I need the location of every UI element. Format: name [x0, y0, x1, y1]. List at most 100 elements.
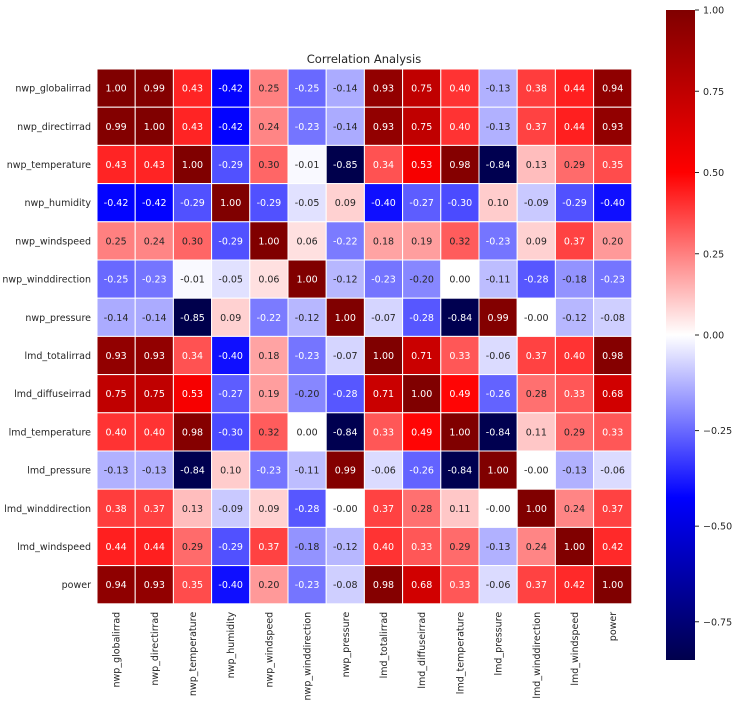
cell-value-label: -0.12	[562, 313, 587, 324]
cell-value-label: -0.40	[371, 198, 396, 209]
y-tick-label: lmd_totalirrad	[24, 351, 91, 362]
cell-value-label: -0.40	[218, 351, 243, 362]
x-tick-label: nwp_globalirrad	[112, 612, 123, 688]
cell-value-label: 1.00	[411, 389, 432, 400]
cell-value-label: 0.40	[449, 122, 470, 133]
y-tick-label: lmd_temperature	[9, 427, 92, 438]
cell-value-label: 0.93	[602, 122, 623, 133]
cell-value-label: -0.26	[486, 389, 511, 400]
cell-value-label: -0.14	[104, 313, 129, 324]
cell-value-label: -0.18	[562, 275, 587, 286]
cell-value-label: 0.98	[373, 580, 394, 591]
heatmap-cell	[96, 412, 136, 452]
cell-value-label: -0.11	[486, 275, 511, 286]
cell-value-label: 1.00	[182, 160, 203, 171]
cell-value-label: -0.30	[218, 427, 243, 438]
cell-value-label: -0.27	[409, 198, 434, 209]
x-tick-label: lmd_temperature	[455, 612, 466, 695]
heatmap-cell	[172, 450, 213, 490]
heatmap-cell	[287, 335, 327, 376]
cell-value-label: -0.00	[333, 504, 358, 515]
cell-value-label: -0.29	[218, 236, 243, 247]
cell-value-label: 0.33	[449, 351, 470, 362]
x-tick-label: lmd_winddirection	[532, 612, 543, 699]
cell-value-label: -0.85	[333, 160, 358, 171]
heatmap-cell	[211, 183, 251, 223]
colorbar-tick-label: 0.50	[703, 168, 724, 179]
cell-value-label: -0.05	[218, 275, 243, 286]
heatmap-cell	[96, 68, 136, 108]
heatmap-cell	[593, 335, 633, 376]
cell-value-label: -0.14	[333, 84, 358, 95]
heatmap-cell	[478, 450, 518, 490]
cell-value-label: -0.30	[448, 198, 473, 209]
cell-value-label: -0.09	[524, 198, 549, 209]
colorbar	[666, 10, 695, 660]
heatmap-cell	[96, 488, 136, 528]
cell-value-label: -0.29	[218, 542, 243, 553]
cell-value-label: 0.32	[449, 236, 470, 247]
cell-value-label: 0.29	[182, 542, 203, 553]
heatmap-cell	[402, 106, 442, 146]
cell-value-label: -0.00	[486, 504, 511, 515]
x-tick-label: lmd_pressure	[494, 612, 505, 676]
cell-value-label: 0.28	[526, 389, 547, 400]
heatmap-cell-labels: 1.00 0.99 0.43 -0.42 0.25 -0.25 -0.14 0.93 0.75 0…	[104, 84, 625, 592]
cell-value-label: 0.75	[411, 84, 432, 95]
cell-value-label: -0.11	[295, 466, 320, 477]
cell-value-label: 1.00	[106, 84, 127, 95]
cell-value-label: 0.28	[411, 504, 432, 515]
heatmap-cell	[211, 374, 251, 414]
heatmap-cell	[516, 335, 556, 376]
y-tick-label: lmd_windspeed	[17, 542, 91, 553]
heatmap-cell	[478, 297, 518, 337]
cell-value-label: 0.53	[182, 389, 203, 400]
cell-value-label: -0.01	[180, 275, 205, 286]
cell-value-label: -0.40	[218, 580, 243, 591]
cell-value-label: 0.33	[411, 542, 432, 553]
cell-value-label: 0.24	[258, 122, 279, 133]
cell-value-label: 0.37	[258, 542, 279, 553]
cell-value-label: 0.75	[144, 389, 165, 400]
cell-value-label: 0.33	[373, 427, 394, 438]
x-tick-label: nwp_humidity	[226, 611, 237, 678]
cell-value-label: -0.13	[104, 466, 129, 477]
heatmap-cell	[554, 106, 595, 146]
heatmap-cell	[478, 526, 518, 567]
cell-value-label: -0.26	[409, 466, 434, 477]
cell-value-label: -0.12	[333, 542, 358, 553]
colorbar-tick-label: −0.50	[703, 522, 732, 533]
heatmap-cell	[478, 259, 518, 299]
heatmap-cell	[249, 221, 289, 261]
cell-value-label: 0.33	[602, 427, 623, 438]
heatmap-cell	[249, 526, 289, 567]
cell-value-label: -0.85	[180, 313, 205, 324]
cell-value-label: 0.06	[258, 275, 279, 286]
colorbar-tick-label: 0.00	[703, 331, 724, 342]
cell-value-label: -0.14	[333, 122, 358, 133]
cell-value-label: -0.12	[333, 275, 358, 286]
cell-value-label: 0.10	[488, 198, 509, 209]
cell-value-label: 0.43	[106, 160, 127, 171]
heatmap-cell	[402, 144, 442, 185]
x-tick-label: lmd_totalirrad	[379, 612, 390, 679]
cell-value-label: -0.42	[218, 122, 243, 133]
cell-value-label: 0.43	[182, 122, 203, 133]
heatmap-cell	[96, 144, 136, 185]
cell-value-label: -0.28	[409, 313, 434, 324]
cell-value-label: 0.99	[144, 84, 165, 95]
cell-value-label: -0.07	[333, 351, 358, 362]
cell-value-label: 0.98	[449, 160, 470, 171]
heatmap-cell	[287, 259, 327, 299]
cell-value-label: 0.37	[373, 504, 394, 515]
cell-value-label: 1.00	[335, 313, 356, 324]
heatmap-cell	[363, 526, 404, 567]
heatmap-cell	[478, 183, 518, 223]
cell-value-label: 0.20	[602, 236, 623, 247]
cell-value-label: 0.93	[373, 122, 394, 133]
cell-value-label: 0.33	[449, 580, 470, 591]
heatmap-cell	[211, 335, 251, 376]
cell-value-label: -0.23	[295, 122, 320, 133]
cell-value-label: -0.09	[218, 504, 243, 515]
cell-value-label: 0.93	[106, 351, 127, 362]
